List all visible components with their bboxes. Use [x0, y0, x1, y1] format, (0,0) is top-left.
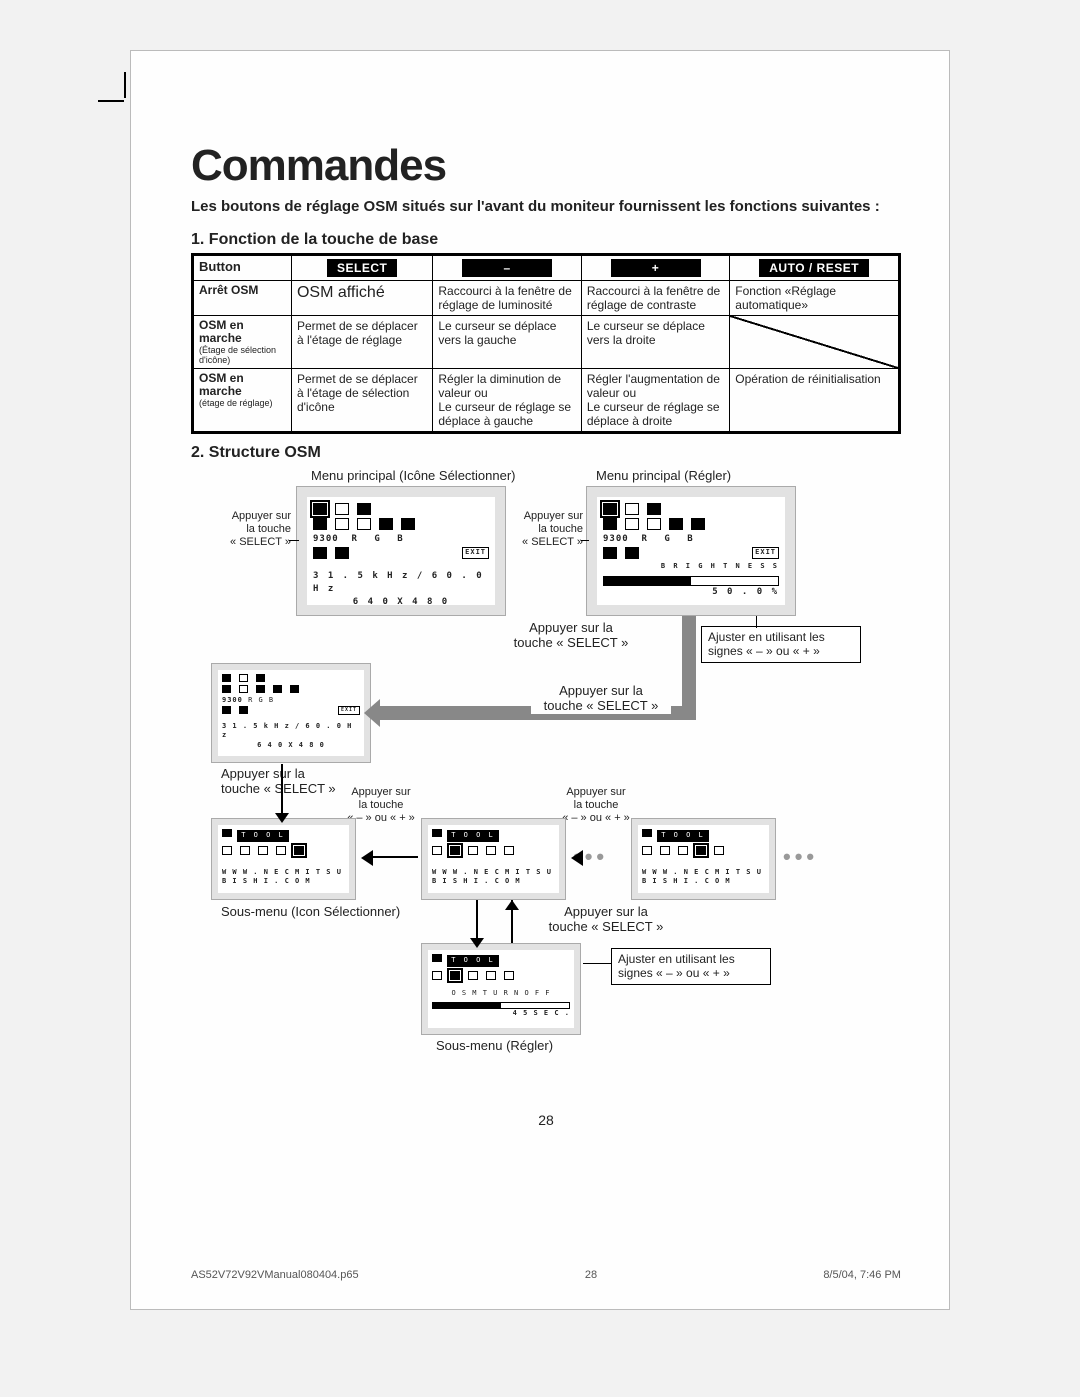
arrow-sub12 — [361, 850, 373, 866]
label-press-select-bot: Appuyer sur latouche « SELECT » — [536, 904, 676, 935]
section1-title: 1. Fonction de la touche de base — [191, 231, 901, 249]
th-auto: AUTO / RESET — [730, 254, 900, 280]
button-function-table: Button SELECT – + AUTO / RESET Arrêt OSM… — [191, 253, 901, 434]
footer-timestamp: 8/5/04, 7:46 PM — [823, 1269, 901, 1281]
manual-page: Commandes Les boutons de réglage OSM sit… — [130, 50, 950, 1310]
label-menu-adjust: Menu principal (Régler) — [596, 468, 731, 484]
r2-c1: Permet de se déplacer à l'étage de régla… — [291, 315, 432, 368]
th-plus: + — [581, 254, 729, 280]
label-press-select-left: Appuyer sur latouche « SELECT » — [221, 766, 351, 797]
r3-c1: Permet de se déplacer à l'étage de sélec… — [291, 368, 432, 432]
r1-head: Arrêt OSM — [193, 280, 292, 315]
r2-c4-empty — [730, 315, 900, 368]
osm-structure-diagram: Menu principal (Icône Sélectionner) Menu… — [191, 468, 901, 1108]
th-minus: – — [433, 254, 581, 280]
label-pm-1: Appuyer surla touche« – » ou « + » — [346, 786, 416, 826]
th-button: Button — [193, 254, 292, 280]
r1-c4: Fonction «Réglage automatique» — [730, 280, 900, 315]
label-menu-icon: Menu principal (Icône Sélectionner) — [311, 468, 516, 484]
label-press-select-b: Appuyer surla touche« SELECT » — [511, 510, 583, 550]
screen-sub3: T O O L W W W . N E C M I T S U B I S H … — [631, 818, 776, 900]
r3-c4: Opération de réinitialisation — [730, 368, 900, 432]
screen-sub2: T O O L W W W . N E C M I T S U B I S H … — [421, 818, 566, 900]
th-select: SELECT — [291, 254, 432, 280]
r1-c1: OSM affiché — [291, 280, 432, 315]
label-press-select-mid1: Appuyer sur latouche « SELECT » — [506, 620, 636, 651]
r3-c2: Régler la diminution de valeur ou Le cur… — [433, 368, 581, 432]
screen-main-icon: 9300 R G B EXIT 3 1 . 5 k H z / 6 0 . 0 … — [296, 486, 506, 616]
footer-page: 28 — [585, 1269, 597, 1281]
r2-head: OSM en marche (Étage de sélection d'icôn… — [193, 315, 292, 368]
footer: AS52V72V92VManual080404.p65 28 8/5/04, 7… — [191, 1269, 901, 1281]
label-submenu-adjust: Sous-menu (Régler) — [436, 1038, 553, 1054]
page-title: Commandes — [191, 141, 901, 191]
label-adjust-signs-2: Ajuster en utilisant les signes « – » ou… — [611, 948, 771, 985]
r1-c2: Raccourci à la fenêtre de réglage de lum… — [433, 280, 581, 315]
r2-c3: Le curseur se déplace vers la droite — [581, 315, 729, 368]
dots-2: ••• — [783, 844, 818, 870]
section2-title: 2. Structure OSM — [191, 444, 901, 462]
footer-file: AS52V72V92VManual080404.p65 — [191, 1269, 359, 1281]
label-submenu-icon: Sous-menu (Icon Sélectionner) — [221, 904, 400, 920]
r2-c2: Le curseur se déplace vers la gauche — [433, 315, 581, 368]
r3-head: OSM en marche (étage de réglage) — [193, 368, 292, 432]
label-adjust-signs-1: Ajuster en utilisant les signes « – » ou… — [701, 626, 861, 663]
screen-main-adjust: 9300 R G B EXIT B R I G H T N E S S 5 0 … — [586, 486, 796, 616]
intro-text: Les boutons de réglage OSM situés sur l'… — [191, 197, 901, 217]
page-number: 28 — [191, 1112, 901, 1128]
label-pm-2: Appuyer surla touche« – » ou « + » — [561, 786, 631, 826]
screen-mini: 9300 R G B EXIT 3 1 . 5 k H z / 6 0 . 0 … — [211, 663, 371, 763]
screen-sub1: T O O L W W W . N E C M I T S U B I S H … — [211, 818, 356, 900]
r3-c3: Régler l'augmentation de valeur ou Le cu… — [581, 368, 729, 432]
label-press-select-mid2: Appuyer sur latouche « SELECT » — [531, 683, 671, 714]
r1-c3: Raccourci à la fenêtre de réglage de con… — [581, 280, 729, 315]
screen-sub-adjust: T O O L O S M T U R N O F F 4 5 S E C . — [421, 943, 581, 1035]
label-press-select-a: Appuyer surla touche« SELECT » — [211, 510, 291, 550]
